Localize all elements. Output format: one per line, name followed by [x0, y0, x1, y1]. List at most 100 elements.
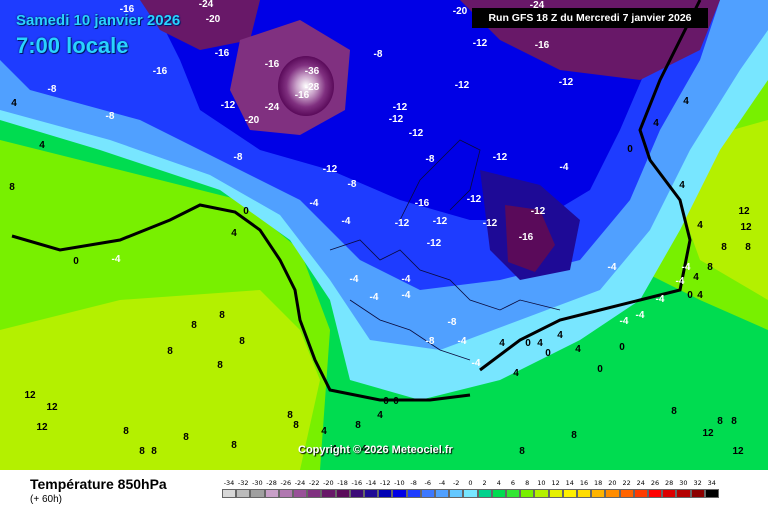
scale-swatch	[406, 489, 421, 498]
temperature-label: -12	[221, 100, 236, 111]
temperature-label: 4	[331, 444, 337, 455]
temperature-label: 8	[519, 446, 525, 457]
temperature-label: -16	[535, 40, 550, 51]
temperature-label: 12	[738, 206, 750, 217]
temperature-label: 8	[721, 242, 727, 253]
temperature-label: 12	[702, 428, 714, 439]
scale-tick-label: -6	[424, 479, 432, 487]
temperature-label: -12	[455, 80, 470, 91]
scale-swatch	[577, 489, 592, 498]
temperature-label: 0	[619, 342, 625, 353]
temperature-label: 4	[377, 410, 383, 421]
temperature-label: 8	[151, 446, 157, 457]
temperature-label: -8	[48, 84, 57, 95]
temperature-label: -12	[433, 216, 448, 227]
temperature-label: 0	[73, 256, 79, 267]
scale-tick-label: 14	[565, 479, 574, 487]
temperature-label: -8	[426, 154, 435, 165]
temperature-label: 0	[687, 290, 693, 301]
temperature-label: -4	[458, 336, 467, 347]
temperature-label: 0	[597, 364, 603, 375]
temperature-label: -12	[389, 114, 404, 125]
scale-swatch	[463, 489, 478, 498]
temperature-label: 4	[499, 338, 505, 349]
temperature-label: 4	[575, 344, 581, 355]
scale-tick-label: -2	[452, 479, 460, 487]
scale-swatch	[605, 489, 620, 498]
temperature-label: -16	[265, 59, 280, 70]
temperature-label: -28	[305, 82, 320, 93]
temperature-label: -16	[415, 198, 430, 209]
temperature-label: -8	[426, 336, 435, 347]
arctic-region-nw	[140, 0, 260, 50]
scale-tick-label: 34	[707, 479, 716, 487]
temperature-label: -36	[305, 66, 320, 77]
temperature-label: -4	[370, 292, 379, 303]
scale-swatch	[477, 489, 492, 498]
temperature-label: -4	[682, 262, 691, 273]
scale-swatch	[321, 489, 336, 498]
temperature-label: 4	[697, 290, 703, 301]
freezing-contour-east	[479, 0, 702, 372]
scale-tick-label: 4	[496, 479, 501, 487]
temperature-label: -4	[472, 358, 481, 369]
temperature-label: 0	[393, 396, 399, 407]
temperature-label: 8	[167, 346, 173, 357]
temperature-label: -12	[483, 218, 498, 229]
temperature-label: -16	[153, 66, 168, 77]
temperature-label: 12	[24, 390, 36, 401]
temperature-label: 4	[653, 118, 659, 129]
scale-swatch	[662, 489, 677, 498]
temperature-label: -12	[559, 77, 574, 88]
temperature-label: -4	[676, 276, 685, 287]
temperature-label: 8	[745, 242, 751, 253]
scale-tick-label: -12	[379, 479, 391, 487]
temperature-label: 8	[139, 446, 145, 457]
temperature-label: -16	[215, 48, 230, 59]
scale-swatch	[435, 489, 450, 498]
scale-tick-label: 20	[608, 479, 617, 487]
scale-swatch	[704, 489, 719, 498]
scale-swatch	[335, 489, 350, 498]
temperature-label: -4	[402, 290, 411, 301]
temperature-label: -16	[295, 90, 310, 101]
temperature-label: 4	[11, 98, 17, 109]
temperature-label: -20	[453, 6, 468, 17]
temperature-label: 8	[571, 430, 577, 441]
temperature-labels-light: -16 -24-20-20-24-16-8-8-16-12-20-24-16-36…	[48, 0, 691, 369]
temperature-label: -12	[409, 128, 424, 139]
temperature-label: 8	[355, 420, 361, 431]
temperature-label: -12	[395, 218, 410, 229]
temperature-label: 8	[731, 416, 737, 427]
temperature-label: 0	[383, 396, 389, 407]
scale-swatch	[222, 489, 237, 498]
scale-swatch	[293, 489, 308, 498]
scale-tick-label: -30	[252, 479, 263, 487]
scale-swatch	[633, 489, 648, 498]
scale-swatch	[562, 489, 577, 498]
temperature-label: 8	[239, 336, 245, 347]
temperature-label: 0	[243, 206, 249, 217]
scale-swatch	[506, 489, 521, 498]
scale-tick-label: -14	[365, 479, 377, 487]
scale-tick-label: 10	[537, 479, 546, 487]
temperature-label: 8	[183, 432, 189, 443]
scale-swatch	[548, 489, 563, 498]
temperature-label: -20	[245, 115, 260, 126]
temperature-label: 8	[9, 182, 15, 193]
temperature-label: 12	[740, 222, 752, 233]
scale-tick-label: 32	[693, 479, 702, 487]
scale-swatch	[591, 489, 606, 498]
scale-swatch	[278, 489, 293, 498]
temperature-label: 4	[321, 426, 327, 437]
scale-swatch	[364, 489, 379, 498]
temperature-label: -16	[519, 232, 534, 243]
scale-tick-label: 16	[579, 479, 589, 487]
temperature-label: 4	[231, 228, 237, 239]
cold-core-east-inner	[505, 205, 555, 272]
forecast-time: 7:00 locale	[16, 33, 129, 58]
freezing-contour-west	[11, 203, 471, 402]
temperature-label: -20	[206, 14, 221, 25]
temperature-label: -4	[350, 274, 359, 285]
temperature-label: 8	[671, 406, 677, 417]
